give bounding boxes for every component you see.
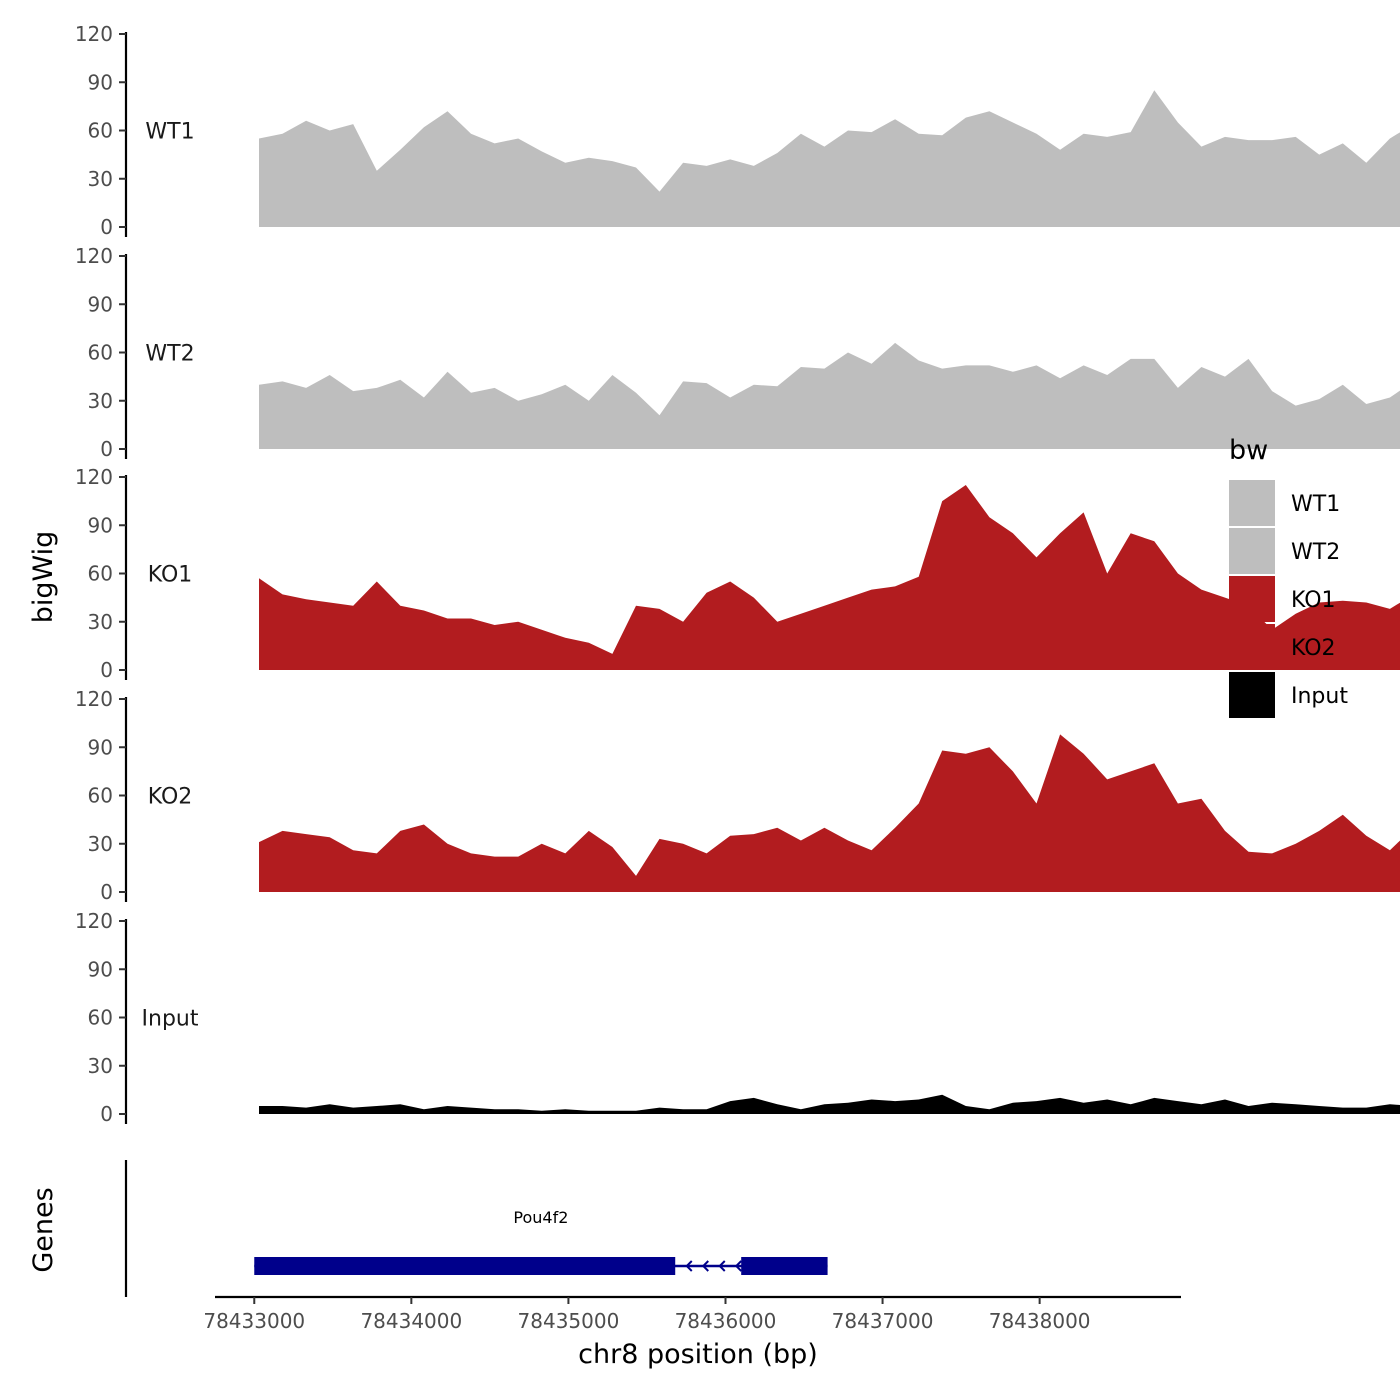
x-tick-label: 78436000 — [675, 1309, 777, 1333]
gene-name-label: Pou4f2 — [513, 1208, 568, 1227]
genes-axis-title: Genes — [28, 1187, 59, 1272]
area-input — [259, 1094, 1400, 1114]
track-ko2: 0 30 60 90 120 KO2 — [75, 687, 1400, 904]
track-label: KO1 — [148, 563, 193, 588]
gene-exon — [254, 1257, 676, 1275]
x-tick-label: 78437000 — [832, 1309, 934, 1333]
legend-label: Input — [1291, 684, 1348, 709]
legend-title: bw — [1229, 435, 1268, 466]
area-ko1 — [259, 485, 1400, 670]
strand-arrow — [734, 1260, 742, 1272]
legend-label: KO2 — [1291, 636, 1336, 661]
y-tick-label: 90 — [88, 70, 113, 94]
y-tick-label: 30 — [88, 1054, 113, 1078]
area-ko2 — [259, 734, 1400, 892]
y-tick-label: 120 — [75, 687, 113, 711]
strand-arrow — [701, 1260, 709, 1272]
track-label: KO2 — [148, 785, 193, 810]
track-input: 0 30 60 90 120 Input — [75, 909, 1400, 1126]
area-wt2 — [259, 342, 1400, 449]
y-tick-label: 0 — [100, 215, 113, 239]
legend-swatch — [1229, 528, 1275, 574]
y-tick-label: 60 — [88, 562, 113, 586]
area-wt1 — [259, 90, 1400, 227]
x-tick-label: 78433000 — [203, 1309, 305, 1333]
legend-swatch — [1229, 624, 1275, 670]
y-tick-label: 60 — [88, 1006, 113, 1030]
y-axis-title: bigWig — [28, 531, 59, 624]
y-tick-label: 0 — [100, 437, 113, 461]
y-tick-label: 30 — [88, 610, 113, 634]
legend-label: WT2 — [1291, 540, 1340, 565]
legend-label: WT1 — [1291, 492, 1340, 517]
x-tick-label: 78434000 — [360, 1309, 462, 1333]
track-label: Input — [142, 1007, 199, 1032]
x-axis-title: chr8 position (bp) — [578, 1339, 818, 1370]
gene-exon — [741, 1257, 828, 1275]
y-tick-label: 120 — [75, 244, 113, 268]
y-tick-label: 120 — [75, 909, 113, 933]
y-tick-label: 0 — [100, 1102, 113, 1126]
y-tick-label: 30 — [88, 832, 113, 856]
y-tick-label: 90 — [88, 957, 113, 981]
x-axis: 78433000 78434000 78435000 78436000 78437000… — [203, 1295, 1181, 1333]
legend-label: KO1 — [1291, 588, 1336, 613]
strand-arrow — [685, 1260, 693, 1272]
y-tick-label: 60 — [88, 119, 113, 143]
legend: bw WT1 WT2 KO1 KO2 Input — [1229, 435, 1348, 718]
legend-swatch — [1229, 576, 1275, 622]
y-tick-label: 0 — [100, 880, 113, 904]
y-tick-label: 60 — [88, 784, 113, 808]
y-tick-label: 30 — [88, 167, 113, 191]
y-tick-label: 0 — [100, 658, 113, 682]
y-tick-label: 30 — [88, 389, 113, 413]
gene-track: Pou4f2 — [124, 1160, 828, 1297]
y-tick-label: 60 — [88, 341, 113, 365]
y-tick-label: 90 — [88, 292, 113, 316]
x-tick-label: 78435000 — [518, 1309, 620, 1333]
legend-swatch — [1229, 480, 1275, 526]
y-tick-label: 90 — [88, 513, 113, 537]
x-tick-label: 78438000 — [989, 1309, 1091, 1333]
y-tick-label: 90 — [88, 735, 113, 759]
track-wt2: 0 30 60 90 120 WT2 — [75, 244, 1400, 461]
signal-tracks: 0306090120WT10306090120WT20306090120KO10… — [75, 22, 1400, 1126]
y-tick-label: 120 — [75, 22, 113, 46]
y-tick-label: 120 — [75, 465, 113, 489]
track-ko1: 0 30 60 90 120 KO1 — [75, 465, 1400, 682]
track-label: WT1 — [145, 120, 194, 145]
track-label: WT2 — [145, 342, 194, 367]
gene-pou4f2: Pou4f2 — [254, 1208, 828, 1275]
legend-swatch — [1229, 672, 1275, 718]
strand-arrow — [718, 1260, 726, 1272]
track-wt1: 0 30 60 90 120 WT1 — [75, 22, 1400, 239]
